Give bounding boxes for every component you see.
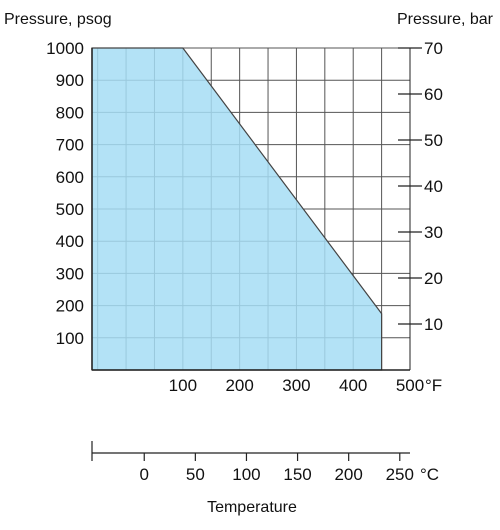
y-tick-label-psig: 600 — [56, 168, 84, 187]
y-tick-label-bar: 10 — [424, 315, 443, 334]
x-tick-label-f: 200 — [225, 376, 253, 395]
y-tick-label-bar: 40 — [424, 177, 443, 196]
x-tick-label-f: 500 — [396, 376, 424, 395]
y-tick-label-psig: 700 — [56, 136, 84, 155]
y-tick-label-psig: 100 — [56, 329, 84, 348]
y-tick-label-psig: 500 — [56, 200, 84, 219]
left-axis-title: Pressure, psog — [4, 11, 112, 28]
y-tick-label-bar: 50 — [424, 131, 443, 150]
tick-labels: 1002003004005006007008009001000102030405… — [46, 39, 443, 484]
right-axis-title: Pressure, bar — [397, 11, 494, 28]
bottom-axis-title: Temperature — [207, 499, 297, 516]
y-tick-label-bar: 30 — [424, 223, 443, 242]
y-tick-label-psig: 300 — [56, 264, 84, 283]
axes — [91, 47, 422, 461]
y-tick-label-psig: 1000 — [46, 39, 84, 58]
x-tick-label-c: 0 — [140, 465, 149, 484]
x-tick-label-c: 150 — [283, 465, 311, 484]
y-tick-label-psig: 900 — [56, 71, 84, 90]
x-unit-c-label: °C — [420, 465, 439, 484]
y-tick-label-psig: 800 — [56, 103, 84, 122]
x-tick-label-c: 200 — [334, 465, 362, 484]
x-unit-f-label: °F — [425, 376, 442, 395]
x-tick-label-c: 250 — [386, 465, 414, 484]
x-tick-label-f: 300 — [282, 376, 310, 395]
x-tick-label-f: 100 — [169, 376, 197, 395]
y-tick-label-psig: 400 — [56, 232, 84, 251]
x-tick-label-f: 400 — [339, 376, 367, 395]
y-tick-label-bar: 20 — [424, 269, 443, 288]
x-tick-label-c: 100 — [232, 465, 260, 484]
y-tick-label-bar: 70 — [424, 39, 443, 58]
x-tick-label-c: 50 — [186, 465, 205, 484]
y-tick-label-bar: 60 — [424, 85, 443, 104]
y-tick-label-psig: 200 — [56, 297, 84, 316]
